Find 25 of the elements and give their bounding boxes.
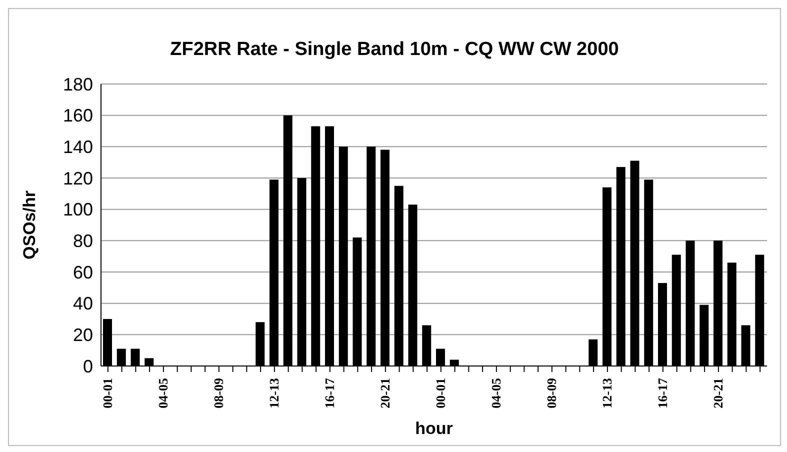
y-tick-label: 100 xyxy=(62,200,93,220)
y-tick-label: 140 xyxy=(62,137,93,158)
y-axis-title: QSOs/hr xyxy=(20,190,40,260)
y-tick-label: 0 xyxy=(82,356,93,376)
x-tick-label: 04-05 xyxy=(488,378,504,408)
x-tick-label: 00-01 xyxy=(100,378,115,408)
x-tick-label: 00-01 xyxy=(432,378,448,408)
y-tick-label: 60 xyxy=(72,262,93,282)
x-axis-title: hour xyxy=(415,419,454,438)
y-tick-label: 120 xyxy=(62,168,93,188)
y-tick-label: 180 xyxy=(62,74,93,94)
y-tick-label: 80 xyxy=(72,231,93,252)
x-tick-label: 16-17 xyxy=(654,378,670,408)
x-tick-label: 08-09 xyxy=(210,378,226,408)
x-tick-label: 20-21 xyxy=(710,378,726,408)
x-tick-label: 12-13 xyxy=(599,378,614,408)
x-tick-label: 08-09 xyxy=(544,378,559,408)
x-tick-label: 04-05 xyxy=(155,378,170,408)
x-tick-label: 12-13 xyxy=(266,378,282,408)
chart-title: ZF2RR Rate - Single Band 10m - CQ WW CW 2000 xyxy=(169,39,620,61)
y-tick-label: 160 xyxy=(62,106,93,126)
y-tick-label: 40 xyxy=(72,294,93,314)
x-tick-label: 16-17 xyxy=(322,378,337,408)
y-tick-label: 20 xyxy=(72,325,93,346)
x-tick-label: 20-21 xyxy=(377,378,392,408)
